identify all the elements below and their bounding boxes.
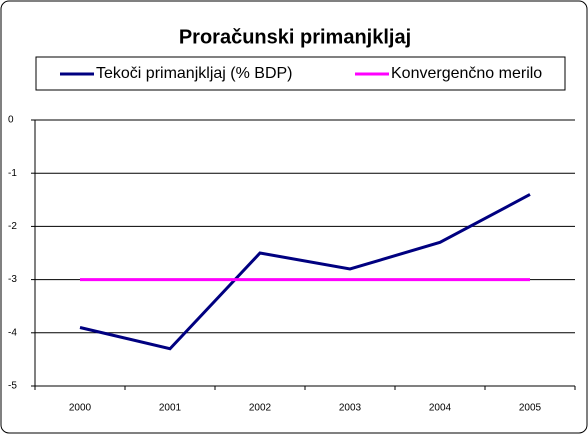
x-tick-label: 2001	[159, 403, 182, 414]
y-tick-label: -5	[8, 381, 17, 392]
chart-title: Proračunski primanjkljaj	[179, 26, 411, 48]
legend-box	[35, 56, 566, 91]
y-tick-label: -3	[8, 274, 17, 285]
x-tick-label: 2002	[249, 403, 272, 414]
series-line	[79, 193, 531, 351]
x-tick-label: 2003	[339, 403, 362, 414]
y-tick-label: 0	[8, 115, 14, 126]
legend-label: Konvergenčno merilo	[391, 65, 542, 82]
y-tick-label: -2	[8, 221, 17, 232]
legend-label: Tekoči primanjkljaj (% BDP)	[96, 65, 293, 82]
x-tick-label: 2004	[429, 403, 452, 414]
x-tick-label: 2000	[69, 403, 92, 414]
y-tick-label: -1	[8, 168, 17, 179]
x-tick-label: 2005	[519, 403, 542, 414]
y-tick-label: -4	[8, 327, 17, 338]
